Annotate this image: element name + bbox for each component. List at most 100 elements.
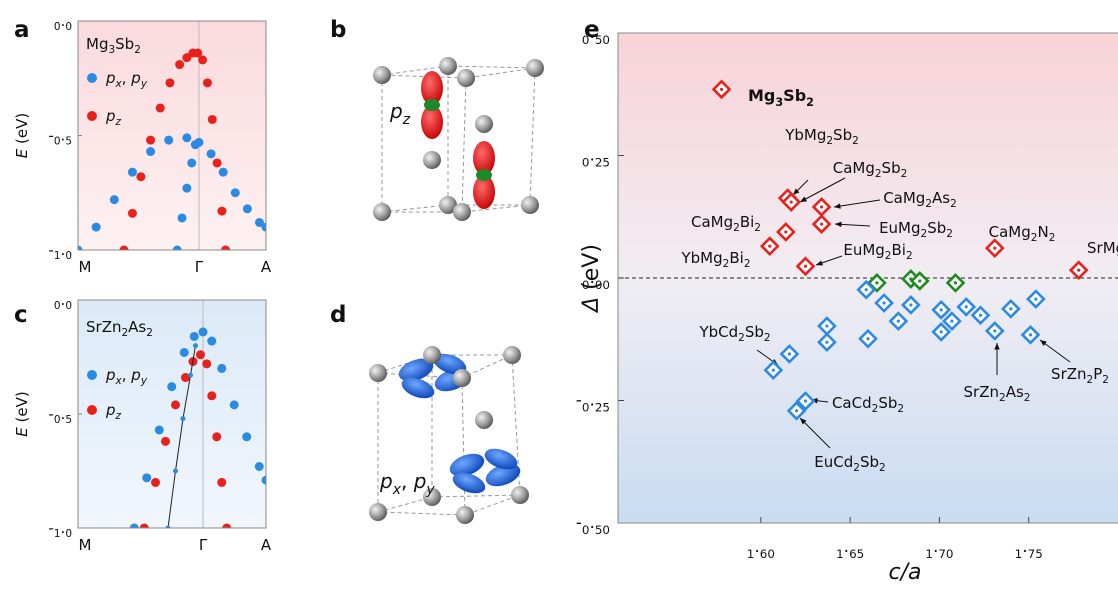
band-point	[178, 213, 187, 222]
x-tick-label: A	[261, 536, 272, 554]
x-tick-label: 1.75	[1015, 537, 1043, 561]
point-dot	[954, 281, 957, 284]
y-tick-label: -0.5	[48, 405, 72, 427]
band-point	[155, 425, 164, 434]
point-dot	[768, 245, 771, 248]
x-tick-label: Γ	[195, 258, 204, 276]
band-point	[191, 140, 200, 149]
band-point	[156, 104, 165, 113]
band-point	[161, 437, 170, 446]
band-point	[180, 348, 189, 357]
point-dot	[720, 88, 723, 91]
panel-a-bg	[78, 21, 266, 250]
band-point	[128, 209, 137, 218]
point-dot	[909, 303, 912, 306]
band-point	[217, 207, 226, 216]
band-point	[212, 432, 221, 441]
band-point	[217, 364, 226, 373]
band-point	[198, 55, 207, 64]
point-dot	[897, 320, 900, 323]
y-axis-label: E (eV)	[13, 391, 31, 436]
panel-label: a	[14, 17, 30, 43]
x-tick-label: 1.70	[925, 537, 953, 561]
point-dot	[1029, 333, 1032, 336]
point-dot	[820, 205, 823, 208]
band-point	[230, 400, 239, 409]
x-tick-label: M	[79, 258, 92, 276]
band-point	[175, 60, 184, 69]
point-dot	[825, 341, 828, 344]
y-tick-label: 0.0	[54, 291, 72, 313]
band-point	[182, 133, 191, 142]
band-point	[171, 400, 180, 409]
band-point	[242, 432, 251, 441]
y-tick-label: -0.50	[576, 513, 610, 537]
band-point	[203, 78, 212, 87]
point-dot	[866, 337, 869, 340]
band-point	[207, 337, 216, 346]
point-dot	[965, 305, 968, 308]
x-tick-label: M	[79, 536, 92, 554]
point-dot	[882, 301, 885, 304]
legend-marker	[87, 370, 97, 380]
y-tick-label: 0.0	[54, 12, 72, 34]
x-tick-label: 1.65	[836, 537, 864, 561]
x-tick-label: Γ	[199, 536, 208, 554]
band-point	[182, 184, 191, 193]
band-point	[231, 188, 240, 197]
y-axis-label: E (eV)	[13, 113, 31, 158]
point-dot	[788, 352, 791, 355]
y-tick-label: -1.0	[48, 241, 72, 263]
band-point	[110, 195, 119, 204]
point-dot	[1009, 307, 1012, 310]
figure: a b c d e pz px, py MΓA-1.0-0.50.0E (eV)…	[0, 0, 1118, 589]
point-dot	[795, 409, 798, 412]
point-dot	[784, 230, 787, 233]
point-dot	[940, 308, 943, 311]
band-point	[146, 136, 155, 145]
band-point	[208, 115, 217, 124]
band-point	[181, 416, 186, 421]
point-dot	[993, 329, 996, 332]
point-dot	[1034, 297, 1037, 300]
band-point	[151, 478, 160, 487]
crystal-b	[373, 57, 544, 221]
point-dot	[979, 314, 982, 317]
band-point	[196, 350, 205, 359]
point-dot	[804, 399, 807, 402]
point-dot	[918, 279, 921, 282]
y-axis-label: Δ (eV)	[579, 244, 604, 314]
legend-marker	[87, 73, 97, 83]
band-point	[207, 149, 216, 158]
orbital-label: pz	[389, 99, 411, 129]
band-point	[219, 168, 228, 177]
band-point	[213, 158, 222, 167]
x-tick-label: 1.60	[747, 537, 775, 561]
band-point	[188, 373, 193, 378]
point-dot	[865, 288, 868, 291]
y-tick-label: -0.5	[48, 126, 72, 148]
point-dot	[940, 330, 943, 333]
band-point	[164, 136, 173, 145]
band-point	[136, 172, 145, 181]
point-dot	[790, 200, 793, 203]
band-point	[217, 478, 226, 487]
band-point	[167, 382, 176, 391]
band-point	[165, 78, 174, 87]
x-tick-label: A	[261, 258, 272, 276]
x-axis-label: c/a	[889, 560, 922, 585]
panel-label: c	[14, 302, 28, 328]
orbital-label: px, py	[379, 469, 435, 499]
point-dot	[875, 281, 878, 284]
y-tick-label: 0.25	[582, 146, 610, 170]
band-point	[255, 462, 264, 471]
band-point	[207, 391, 216, 400]
band-point	[142, 473, 151, 482]
band-point	[190, 332, 199, 341]
band-point	[146, 147, 155, 156]
band-point	[202, 359, 211, 368]
point-dot	[825, 324, 828, 327]
y-tick-label: -1.0	[48, 519, 72, 541]
band-point	[199, 327, 208, 336]
y-tick-label: -0.25	[576, 391, 610, 415]
